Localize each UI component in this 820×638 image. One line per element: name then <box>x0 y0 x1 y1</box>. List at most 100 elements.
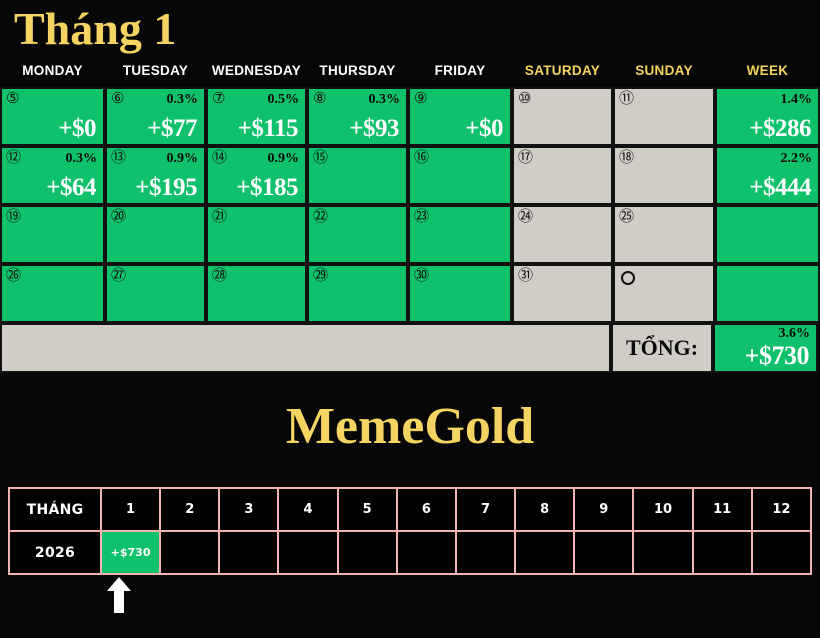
day-number: ⑨ <box>414 89 428 107</box>
calendar-day-cell[interactable]: ㉚ <box>408 264 512 323</box>
day-number: ⑫ <box>6 148 22 166</box>
day-number: ㉒ <box>313 207 329 225</box>
day-header-saturday: SATURDAY <box>524 62 601 78</box>
day-number: ⑰ <box>518 148 534 166</box>
calendar-day-cell[interactable]: ⑩ <box>512 87 613 146</box>
day-number: ⑤ <box>6 89 20 107</box>
calendar-week-summary-cell[interactable] <box>715 264 820 323</box>
day-number: ㉛ <box>518 266 534 284</box>
calendar-day-cell[interactable]: ㉑ <box>206 205 307 264</box>
calendar-day-cell[interactable]: ⑫ 0.3% +$64 <box>0 146 105 205</box>
month-value-cell[interactable] <box>514 530 576 575</box>
calendar-day-cell[interactable]: ⑲ <box>0 205 105 264</box>
total-percent: 3.6% <box>778 326 811 341</box>
month-header-cell[interactable]: 7 <box>454 487 517 532</box>
day-number: ㉓ <box>414 207 430 225</box>
calendar-day-cell[interactable]: ㉕ <box>613 205 715 264</box>
month-table-header-row: THÁNG 1 2 3 4 5 6 7 8 9 10 11 12 <box>8 487 813 532</box>
calendar-day-cell[interactable]: ⑭ 0.9% +$185 <box>206 146 307 205</box>
month-header-cell[interactable]: 3 <box>218 487 280 532</box>
calendar-day-cell[interactable]: ⑤ +$0 <box>0 87 105 146</box>
calendar-week-row: ⑲ ⑳ ㉑ ㉒ ㉓ ㉔ ㉕ <box>0 205 820 264</box>
week-percent: 2.2% <box>780 151 813 166</box>
day-number: ⑯ <box>414 148 430 166</box>
month-table-value-row: 2026 +$730 <box>8 530 813 575</box>
month-value-cell[interactable]: +$730 <box>99 530 162 575</box>
brand-title: MemeGold <box>285 398 535 455</box>
calendar-day-cell[interactable]: ㉘ <box>206 264 307 323</box>
calendar-day-cell[interactable]: ㉖ <box>0 264 105 323</box>
month-header-cell[interactable]: 2 <box>159 487 221 532</box>
calendar-week-summary-cell[interactable]: 2.2% +$444 <box>715 146 820 205</box>
calendar-day-cell[interactable]: ⑥ 0.3% +$77 <box>105 87 206 146</box>
day-number: ⑭ <box>212 148 228 166</box>
month-header-cell[interactable]: 4 <box>277 487 339 532</box>
day-number: ⑲ <box>6 207 22 225</box>
month-header-cell[interactable]: 6 <box>395 487 457 532</box>
day-number: ㉗ <box>111 266 127 284</box>
calendar-day-cell[interactable]: ⑬ 0.9% +$195 <box>105 146 206 205</box>
month-header-cell[interactable]: 5 <box>336 487 398 532</box>
day-number: ㉔ <box>518 207 534 225</box>
month-header-cell[interactable]: 9 <box>573 487 635 532</box>
month-value-cell[interactable] <box>218 530 280 575</box>
day-number: ⑬ <box>111 148 127 166</box>
day-header-sunday: SUNDAY <box>635 62 693 78</box>
calendar-day-cell[interactable]: ㉔ <box>512 205 613 264</box>
up-arrow-icon <box>107 577 131 613</box>
day-number: ⑮ <box>313 148 329 166</box>
month-value-cell[interactable] <box>277 530 339 575</box>
month-header-cell[interactable]: 10 <box>632 487 694 532</box>
day-amount: +$0 <box>465 114 503 142</box>
month-value-cell[interactable] <box>691 530 753 575</box>
calendar-day-cell[interactable]: ⑳ <box>105 205 206 264</box>
month-value-cell[interactable] <box>454 530 517 575</box>
month-header-cell[interactable]: 12 <box>750 487 813 532</box>
calendar-day-cell[interactable] <box>613 264 715 323</box>
calendar-day-cell[interactable]: ⑧ 0.3% +$93 <box>307 87 408 146</box>
calendar-day-cell[interactable]: ㉙ <box>307 264 408 323</box>
day-number: ⑳ <box>111 207 127 225</box>
calendar-total-row: TỔNG: 3.6% +$730 <box>0 323 820 373</box>
day-amount: +$93 <box>349 114 399 142</box>
empty-circle-icon <box>621 271 635 285</box>
calendar-day-cell[interactable]: ㉓ <box>408 205 512 264</box>
day-amount: +$185 <box>236 173 298 201</box>
calendar-week-row: ⑤ +$0 ⑥ 0.3% +$77 ⑦ 0.5% +$115 ⑧ 0.3% +$93 ⑨ +$0 ⑩ ⑪ 1.… <box>0 87 820 146</box>
calendar-day-cell[interactable]: ㉒ <box>307 205 408 264</box>
day-number: ㉚ <box>414 266 430 284</box>
day-number: ⑧ <box>313 89 327 107</box>
month-value-cell[interactable] <box>632 530 694 575</box>
month-value-cell[interactable] <box>395 530 457 575</box>
day-amount: +$195 <box>135 173 197 201</box>
month-value-cell[interactable] <box>159 530 221 575</box>
calendar-day-cell[interactable]: ⑯ <box>408 146 512 205</box>
calendar-day-cell[interactable]: ㉗ <box>105 264 206 323</box>
day-number: ⑥ <box>111 89 125 107</box>
calendar-day-cell[interactable]: ⑰ <box>512 146 613 205</box>
total-label-cell: TỔNG: <box>611 323 713 373</box>
day-header-row: MONDAY TUESDAY WEDNESDAY THURSDAY FRIDAY… <box>0 52 820 84</box>
day-amount: +$115 <box>237 114 299 142</box>
day-percent: 0.3% <box>65 151 98 166</box>
calendar-day-cell[interactable]: ⑱ <box>613 146 715 205</box>
calendar-day-cell[interactable]: ⑦ 0.5% +$115 <box>206 87 307 146</box>
month-value-cell[interactable] <box>336 530 398 575</box>
day-number: ㉕ <box>619 207 635 225</box>
month-value-cell[interactable] <box>750 530 813 575</box>
month-header-cell[interactable]: 1 <box>99 487 162 532</box>
calendar-week-summary-cell[interactable]: 1.4% +$286 <box>715 87 820 146</box>
calendar-day-cell[interactable]: ㉛ <box>512 264 613 323</box>
day-percent: 0.9% <box>267 151 300 166</box>
month-header-cell[interactable]: 11 <box>691 487 753 532</box>
week-amount: +$444 <box>749 173 811 201</box>
calendar-day-cell[interactable]: ⑨ +$0 <box>408 87 512 146</box>
month-value-cell[interactable] <box>573 530 635 575</box>
calendar-week-row: ⑫ 0.3% +$64 ⑬ 0.9% +$195 ⑭ 0.9% +$185 ⑮ ⑯ ⑰ ⑱ 2.2% +$4… <box>0 146 820 205</box>
calendar-day-cell[interactable]: ⑮ <box>307 146 408 205</box>
month-header-cell[interactable]: 8 <box>514 487 576 532</box>
day-number: ㉘ <box>212 266 228 284</box>
calendar-day-cell[interactable]: ⑪ <box>613 87 715 146</box>
calendar-week-summary-cell[interactable] <box>715 205 820 264</box>
